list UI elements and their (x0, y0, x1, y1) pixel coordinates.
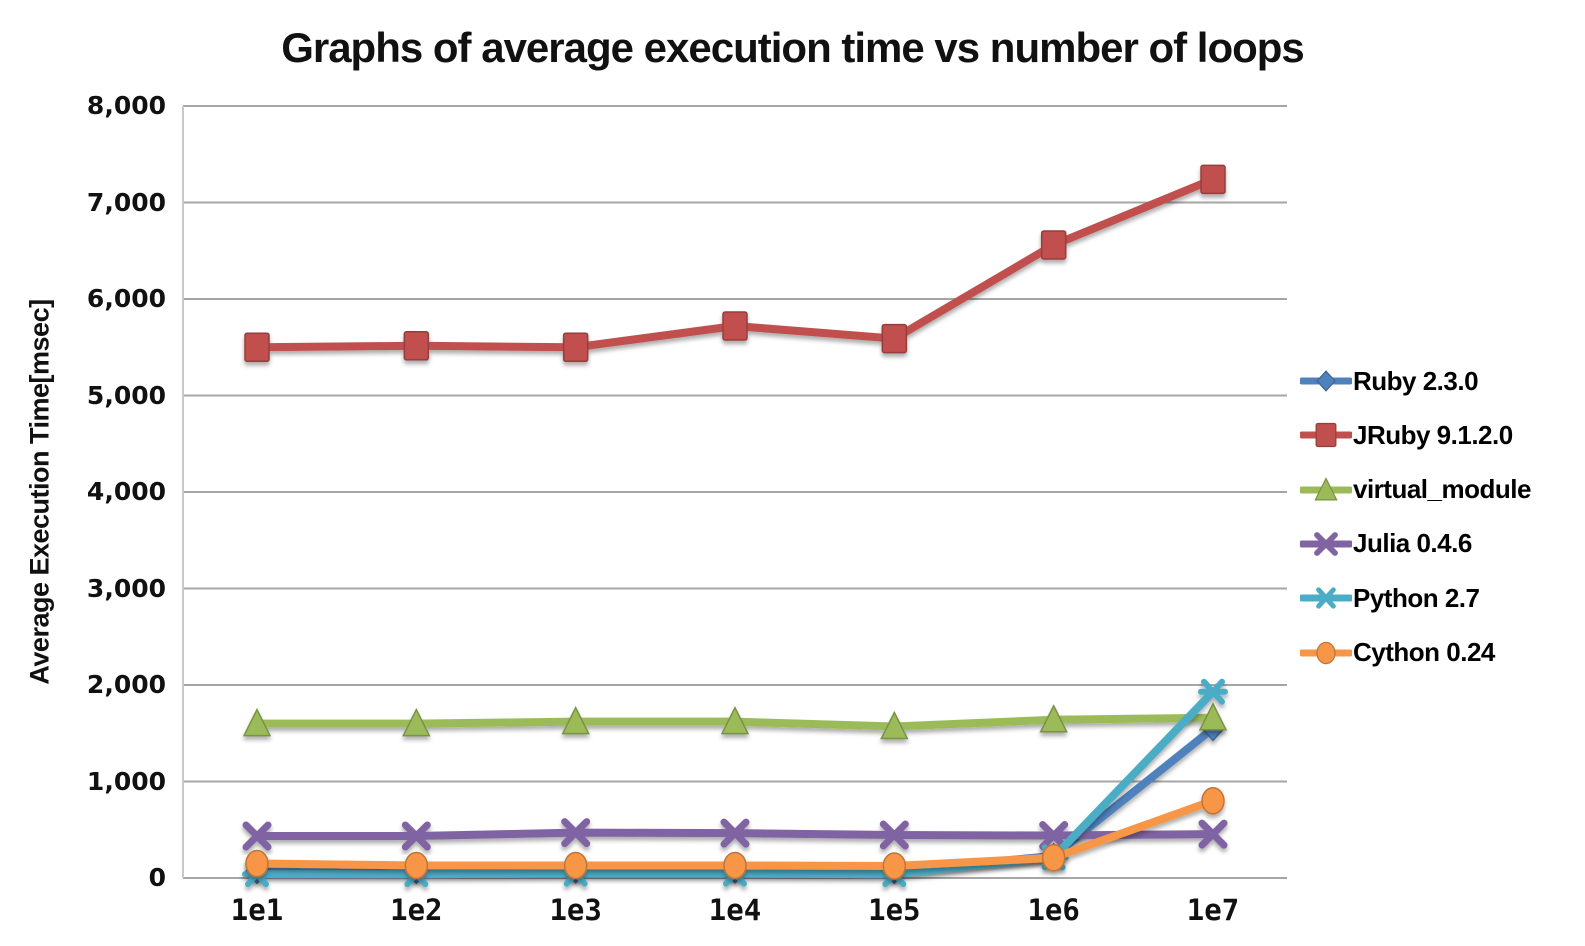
x-tick-label: 1e7 (1186, 893, 1240, 927)
legend-label: Julia 0.4.6 (1353, 528, 1472, 559)
y-tick-label: 7,000 (86, 187, 166, 217)
legend-label: Python 2.7 (1353, 582, 1480, 613)
legend-label: Cython 0.24 (1353, 637, 1495, 667)
x-tick-label: 1e5 (868, 893, 921, 927)
legend-label: virtual_module (1353, 474, 1531, 505)
x-legend-marker-icon (1300, 532, 1352, 556)
y-tick-label: 3,000 (86, 573, 166, 603)
legend-item-ruby-2-3-0: Ruby 2.3.0 (1300, 364, 1479, 398)
legend-item-julia-0-4-6: Julia 0.4.6 (1300, 527, 1472, 561)
diamond-legend-marker-icon (1300, 370, 1352, 392)
y-tick-label: 1,000 (86, 766, 166, 796)
y-tick-label: 8,000 (86, 91, 166, 120)
series-jruby-9-1-2-0 (244, 164, 1226, 362)
circle-legend-marker-icon (1300, 641, 1352, 664)
x-tick-label: 1e4 (708, 893, 762, 927)
legend-item-virtual-module: virtual_module (1300, 473, 1531, 507)
series-julia-0-4-6 (242, 818, 1228, 851)
y-tick-label: 0 (148, 863, 166, 892)
y-tick-label: 4,000 (86, 477, 166, 506)
square-legend-marker-icon (1300, 423, 1352, 448)
legend-item-jruby-9-1-2-0: JRuby 9.1.2.0 (1300, 418, 1513, 452)
legend-item-python-2-7: Python 2.7 (1300, 581, 1480, 615)
series-cython-0-24 (245, 787, 1225, 880)
triangle-legend-marker-icon (1300, 476, 1352, 501)
x-tick-label: 1e3 (549, 893, 602, 927)
legend-item-cython-0-24: Cython 0.24 (1300, 636, 1495, 670)
x-tick-label: 1e1 (230, 893, 284, 927)
y-tick-label: 6,000 (86, 284, 166, 313)
legend-label: JRuby 9.1.2.0 (1353, 419, 1513, 450)
series-virtual-module (242, 702, 1228, 740)
x-tick-label: 1e6 (1027, 893, 1080, 927)
chart-title: Graphs of average execution time vs numb… (281, 24, 1305, 71)
asterisk-legend-marker-icon (1300, 587, 1352, 609)
y-tick-label: 2,000 (86, 670, 166, 699)
x-tick-label: 1e2 (390, 893, 443, 927)
legend-label: Ruby 2.3.0 (1353, 365, 1479, 396)
y-tick-label: 5,000 (86, 380, 166, 410)
